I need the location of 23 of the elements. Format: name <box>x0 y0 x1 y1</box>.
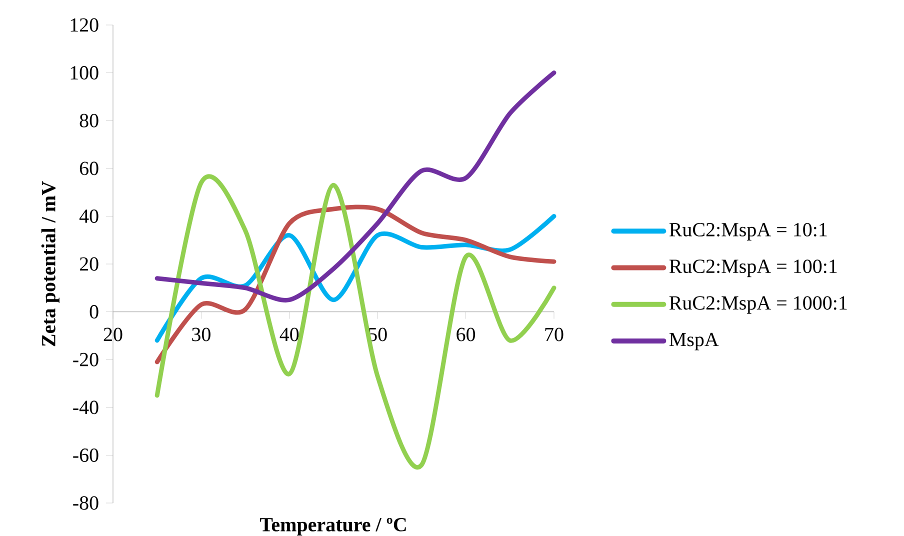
x-tick-label: 40 <box>280 328 299 342</box>
line-series <box>154 70 556 302</box>
y-axis-title: Zeta potential / mV <box>41 181 60 346</box>
y-tick-label: 60 <box>80 162 98 176</box>
y-tick-label: 40 <box>79 209 98 223</box>
y-tick-label: -80 <box>73 496 98 510</box>
x-tick-label: 70 <box>545 328 564 342</box>
y-tick-label: 120 <box>70 18 98 32</box>
y-tick-label: -60 <box>73 448 98 462</box>
legend-label: RuC2:MspA = 1000:1 <box>669 296 847 314</box>
y-tick-label: 80 <box>80 114 98 128</box>
legend-label: RuC2:MspA = 10:1 <box>669 222 827 241</box>
y-tick-label: -20 <box>73 352 98 366</box>
y-tick-label: 20 <box>80 257 98 271</box>
y-tick-label: 0 <box>90 305 98 319</box>
x-axis-title: Temperature / ºC <box>260 518 406 536</box>
x-tick-label: 20 <box>104 328 122 342</box>
legend-label: MspA <box>669 332 719 350</box>
legend-label: RuC2:MspA = 100:1 <box>669 260 837 278</box>
y-tick-label: -40 <box>73 400 98 414</box>
y-tick-label: 100 <box>70 66 98 80</box>
x-tick-label: 30 <box>192 328 210 342</box>
x-tick-label: 60 <box>456 328 476 342</box>
